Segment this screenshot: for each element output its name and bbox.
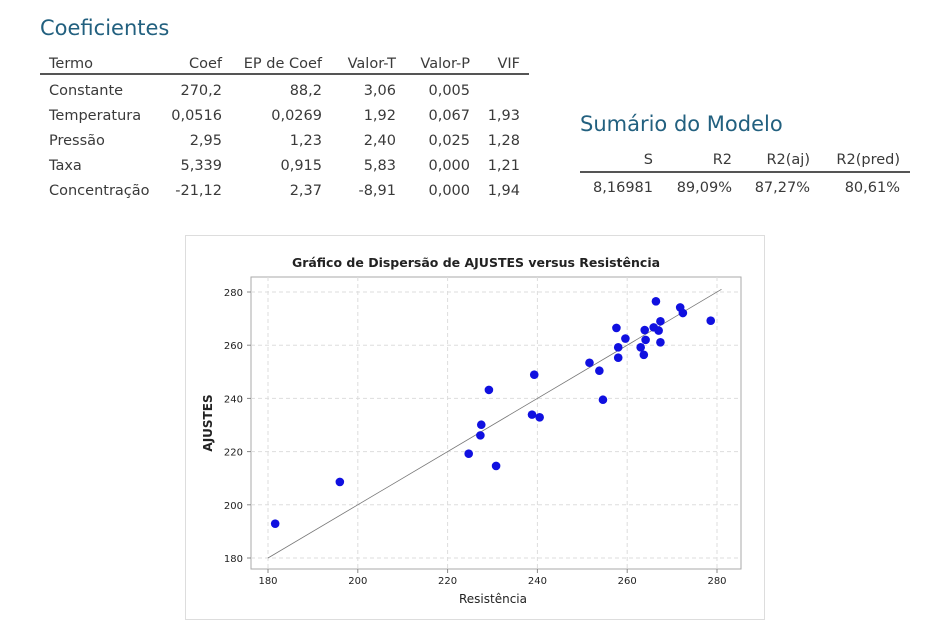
data-point [535,412,544,422]
data-point [585,358,594,368]
column-header: Coef [188,56,222,72]
x-tick-label: 220 [438,576,457,587]
data-point [464,449,474,459]
table-cell: 1,94 [487,183,520,199]
y-tick-label: 240 [224,394,243,405]
column-header: R2(aj) [766,152,810,168]
column-header: R2 [712,152,732,168]
table-cell: -8,91 [358,183,396,199]
x-tick-label: 180 [258,576,277,587]
table-cell: 0,0269 [271,108,322,124]
table-cell: 87,27% [754,180,810,196]
table-cell: 0,000 [428,158,470,174]
data-point [527,410,537,419]
data-point [640,325,650,335]
chart-title: Gráfico de Dispersão de AJUSTES versus R… [292,255,660,270]
column-header: Valor-T [347,56,396,72]
table-cell: 0,000 [428,183,470,199]
x-tick-label: 280 [707,576,726,587]
table-cell: 1,92 [363,108,396,124]
data-point [613,353,623,363]
data-point [613,343,623,352]
column-header: EP de Coef [243,56,322,72]
y-axis-label: AJUSTES [201,394,215,451]
column-header: R2(pred) [836,152,900,168]
table-cell: 2,95 [189,133,222,149]
column-header: Termo [49,56,94,72]
data-point [476,431,485,440]
table-cell: 1,28 [487,133,520,149]
table-cell: 88,2 [289,83,322,99]
data-point [598,395,608,405]
table-cell: 3,06 [363,83,396,99]
coef-header-rule [40,73,529,75]
x-tick-label: 200 [348,576,367,587]
data-point [654,326,663,335]
data-point [656,316,665,326]
data-point [636,343,645,352]
table-cell: 0,915 [280,158,322,174]
table-cell: 0,067 [428,108,470,124]
table-cell: 80,61% [844,180,900,196]
data-point [476,420,486,430]
x-tick-label: 240 [528,576,547,587]
data-point [706,316,716,326]
table-cell: 5,339 [180,158,222,174]
y-tick-label: 280 [224,288,243,299]
table-cell: 2,37 [289,183,322,199]
table-cell: 8,16981 [593,180,653,196]
y-tick-label: 220 [224,448,243,459]
data-point [270,519,280,528]
data-point [641,335,650,345]
scatter-chart: 180 200 220 240 260 280 180 200 220 240 260 280 Gráf… [185,235,765,620]
data-point [595,366,604,376]
data-point [335,477,345,487]
y-tick-label: 260 [224,341,243,352]
table-cell: 0,005 [428,83,470,99]
data-point [484,385,494,395]
data-point [651,297,661,306]
table-cell: 1,93 [487,108,520,124]
data-point [529,370,539,380]
row-term: Pressão [49,133,105,149]
table-cell: 89,09% [676,180,732,196]
row-term: Concentração [49,183,150,199]
summary-header-rule [580,171,910,173]
table-cell: 0,0516 [171,108,222,124]
scatter-plot-svg: 180 200 220 240 260 280 180 200 220 240 260 280 Gráf… [201,255,742,606]
table-cell: -21,12 [175,183,222,199]
summary-title: Sumário do Modelo [580,112,783,136]
data-point [491,461,501,471]
table-cell: 270,2 [180,83,222,99]
table-cell: 5,83 [363,158,396,174]
y-tick-label: 200 [224,501,243,512]
row-term: Constante [49,83,124,99]
x-axis-label: Resistência [459,592,527,606]
table-cell: 0,025 [428,133,470,149]
data-point [639,350,649,360]
column-header: VIF [497,56,520,72]
data-point [656,337,665,347]
row-term: Taxa [49,158,82,174]
table-cell: 1,23 [289,133,322,149]
table-cell: 2,40 [363,133,396,149]
coef-title: Coeficientes [40,16,170,40]
y-tick-label: 180 [224,554,243,565]
data-point [621,334,630,343]
x-tick-label: 260 [618,576,637,587]
column-header: Valor-P [420,56,470,72]
data-point [678,308,688,318]
column-header: S [643,152,653,168]
data-point [612,323,621,333]
table-cell: 1,21 [487,158,520,174]
row-term: Temperatura [49,108,142,124]
